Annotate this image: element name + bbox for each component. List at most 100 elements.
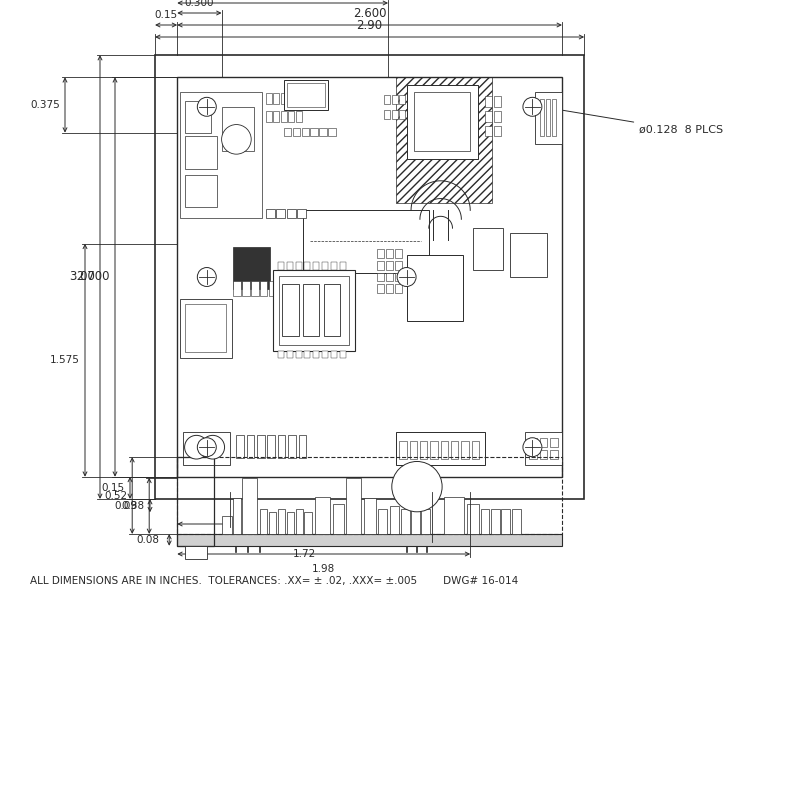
- Bar: [546, 99, 550, 137]
- Bar: [288, 111, 294, 122]
- Bar: [319, 127, 326, 137]
- Text: 0.38: 0.38: [121, 501, 144, 511]
- Bar: [410, 442, 417, 459]
- Text: ø0.128  8 PLCS: ø0.128 8 PLCS: [546, 106, 723, 135]
- Circle shape: [222, 125, 251, 154]
- Bar: [491, 509, 500, 534]
- Bar: [296, 94, 302, 104]
- Text: 0.15: 0.15: [154, 10, 178, 20]
- Circle shape: [523, 438, 542, 457]
- Text: 0.36: 0.36: [192, 534, 215, 544]
- Bar: [399, 110, 405, 118]
- Circle shape: [185, 435, 208, 459]
- Bar: [443, 497, 464, 534]
- Bar: [178, 534, 562, 546]
- Bar: [550, 438, 558, 447]
- Text: ALL DIMENSIONS ARE IN INCHES.  TOLERANCES: .XX= ± .02, .XXX= ±.005        DWG# 1: ALL DIMENSIONS ARE IN INCHES. TOLERANCES…: [30, 576, 518, 586]
- Text: 0.08: 0.08: [136, 535, 159, 545]
- Bar: [242, 478, 257, 534]
- Bar: [269, 512, 276, 534]
- Circle shape: [392, 462, 442, 512]
- Bar: [396, 78, 493, 203]
- Bar: [286, 262, 293, 270]
- Bar: [494, 97, 502, 107]
- Bar: [386, 261, 394, 270]
- Bar: [266, 209, 275, 218]
- Bar: [540, 450, 547, 459]
- Bar: [462, 442, 469, 459]
- Bar: [296, 111, 302, 122]
- Bar: [305, 512, 312, 534]
- Bar: [298, 435, 306, 458]
- Bar: [222, 516, 232, 534]
- Bar: [278, 509, 286, 534]
- Bar: [284, 80, 328, 110]
- Text: 0.52: 0.52: [104, 490, 127, 501]
- Bar: [386, 273, 394, 282]
- Bar: [540, 99, 544, 137]
- Bar: [234, 498, 241, 534]
- Bar: [234, 247, 270, 289]
- Text: 0.15: 0.15: [102, 483, 125, 493]
- Bar: [178, 457, 562, 534]
- Bar: [315, 497, 330, 534]
- Bar: [278, 435, 286, 458]
- Bar: [420, 442, 427, 459]
- Bar: [234, 282, 241, 296]
- Text: 2.600: 2.600: [353, 7, 386, 20]
- Bar: [274, 111, 279, 122]
- Bar: [155, 55, 584, 499]
- Bar: [302, 127, 309, 137]
- Text: 2.90: 2.90: [357, 19, 382, 32]
- Bar: [185, 101, 211, 134]
- Text: 1.72: 1.72: [293, 549, 316, 559]
- Bar: [180, 299, 232, 358]
- Bar: [502, 509, 510, 534]
- Bar: [288, 94, 294, 104]
- Bar: [185, 304, 226, 353]
- Bar: [269, 282, 276, 296]
- Circle shape: [523, 98, 542, 116]
- Bar: [324, 284, 340, 336]
- Bar: [305, 262, 310, 270]
- Bar: [485, 111, 493, 122]
- Bar: [278, 262, 284, 270]
- Bar: [422, 509, 430, 534]
- Bar: [550, 450, 558, 459]
- Bar: [266, 94, 272, 104]
- Bar: [178, 78, 562, 477]
- Bar: [257, 435, 265, 458]
- Bar: [392, 95, 398, 104]
- Bar: [286, 512, 294, 534]
- Bar: [386, 249, 394, 258]
- Bar: [411, 509, 420, 534]
- Bar: [331, 351, 337, 358]
- Bar: [386, 284, 394, 294]
- Bar: [485, 97, 493, 107]
- Bar: [296, 509, 303, 534]
- Bar: [178, 457, 214, 546]
- Bar: [377, 261, 384, 270]
- Bar: [251, 282, 258, 296]
- Bar: [314, 262, 319, 270]
- Bar: [297, 209, 306, 218]
- Bar: [430, 442, 438, 459]
- Bar: [510, 233, 547, 277]
- Bar: [552, 99, 556, 137]
- Bar: [303, 284, 319, 336]
- Bar: [392, 110, 398, 118]
- Bar: [185, 546, 206, 559]
- Bar: [276, 209, 286, 218]
- Bar: [384, 95, 390, 104]
- Bar: [180, 92, 262, 218]
- Bar: [364, 498, 375, 534]
- Circle shape: [397, 267, 416, 286]
- Bar: [340, 351, 346, 358]
- Circle shape: [201, 435, 225, 459]
- Bar: [222, 107, 254, 151]
- Bar: [530, 450, 537, 459]
- Bar: [185, 137, 217, 169]
- Bar: [472, 442, 479, 459]
- Bar: [414, 92, 470, 151]
- Bar: [331, 262, 337, 270]
